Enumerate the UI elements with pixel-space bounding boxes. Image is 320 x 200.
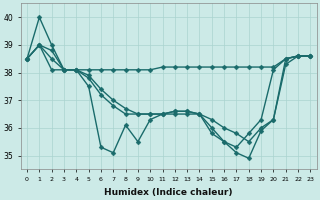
X-axis label: Humidex (Indice chaleur): Humidex (Indice chaleur) xyxy=(104,188,233,197)
